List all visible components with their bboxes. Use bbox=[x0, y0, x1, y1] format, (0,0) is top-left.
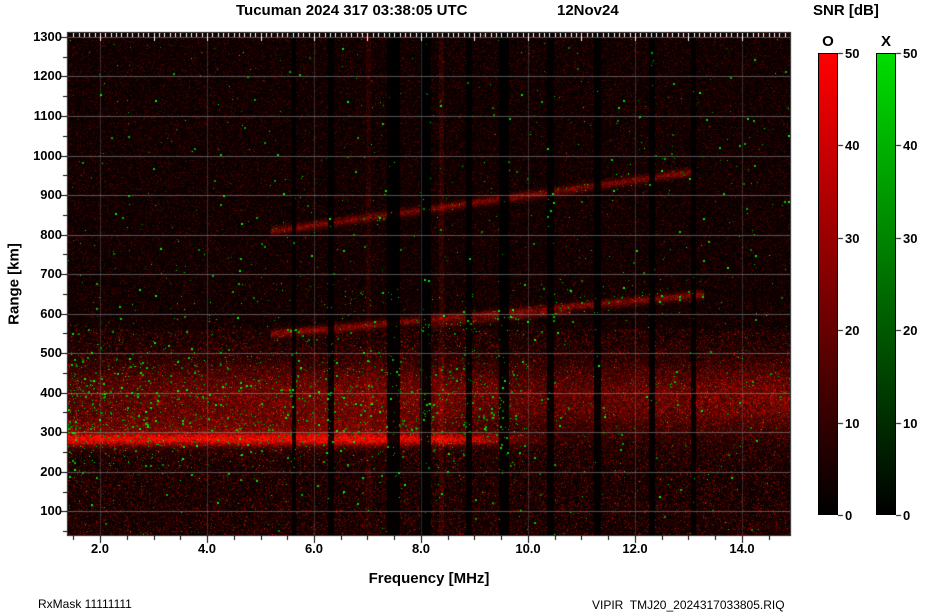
y-tick-label: 300 bbox=[40, 424, 62, 439]
x-tick-label: 8.0 bbox=[411, 541, 431, 556]
colorbar-x-gradient bbox=[876, 53, 896, 515]
colorbar-x-tick-label: 50 bbox=[903, 46, 918, 61]
colorbar-o-tick-label: 0 bbox=[845, 508, 853, 523]
plot-date: 12Nov24 bbox=[557, 2, 619, 19]
rxmask-text: RxMask 11111111 bbox=[38, 597, 132, 611]
x-axis-title: Frequency [MHz] bbox=[368, 570, 490, 587]
y-tick-label: 1100 bbox=[33, 108, 62, 123]
plot-title: Tucuman 2024 317 03:38:05 UTC bbox=[236, 2, 468, 19]
colorbar-x-tick-label: 30 bbox=[903, 231, 918, 246]
y-tick-label: 400 bbox=[40, 385, 62, 400]
colorbar-x-tick-label: 20 bbox=[903, 323, 918, 338]
y-tick-label: 200 bbox=[40, 464, 62, 479]
colorbar-x-tick-label: 40 bbox=[903, 138, 918, 153]
y-tick-label: 1200 bbox=[33, 68, 62, 83]
colorbar-o-tick-label: 50 bbox=[845, 46, 860, 61]
colorbar-o-tick-label: 30 bbox=[845, 231, 860, 246]
colorbar-o-tick-label: 20 bbox=[845, 323, 860, 338]
x-tick-label: 6.0 bbox=[304, 541, 324, 556]
y-tick-label: 1000 bbox=[33, 148, 62, 163]
colorbar-x-tick-label: 10 bbox=[903, 416, 918, 431]
colorbar-o-gradient bbox=[818, 53, 838, 515]
x-tick-label: 2.0 bbox=[90, 541, 110, 556]
y-tick-label: 800 bbox=[40, 227, 62, 242]
y-tick-label: 500 bbox=[40, 345, 62, 360]
colorbar-title: SNR [dB] bbox=[813, 2, 879, 19]
ionogram-plot-canvas bbox=[68, 33, 790, 535]
colorbar-o-label: O bbox=[822, 33, 834, 50]
colorbar-o-tick-label: 10 bbox=[845, 416, 860, 431]
colorbar-x-tick-label: 0 bbox=[903, 508, 911, 523]
colorbar-x-label: X bbox=[880, 33, 891, 50]
colorbar-o-tick-label: 40 bbox=[845, 138, 860, 153]
x-tick-label: 10.0 bbox=[515, 541, 541, 556]
y-tick-label: 600 bbox=[40, 306, 62, 321]
x-tick-label: 12.0 bbox=[622, 541, 648, 556]
x-tick-label: 14.0 bbox=[729, 541, 755, 556]
filename-text: VIPIR TMJ20_2024317033805.RIQ bbox=[592, 598, 785, 612]
y-tick-label: 100 bbox=[40, 503, 62, 518]
y-tick-label: 700 bbox=[40, 266, 62, 281]
y-tick-label: 900 bbox=[40, 187, 62, 202]
y-tick-label: 1300 bbox=[33, 29, 62, 44]
x-tick-label: 4.0 bbox=[197, 541, 217, 556]
